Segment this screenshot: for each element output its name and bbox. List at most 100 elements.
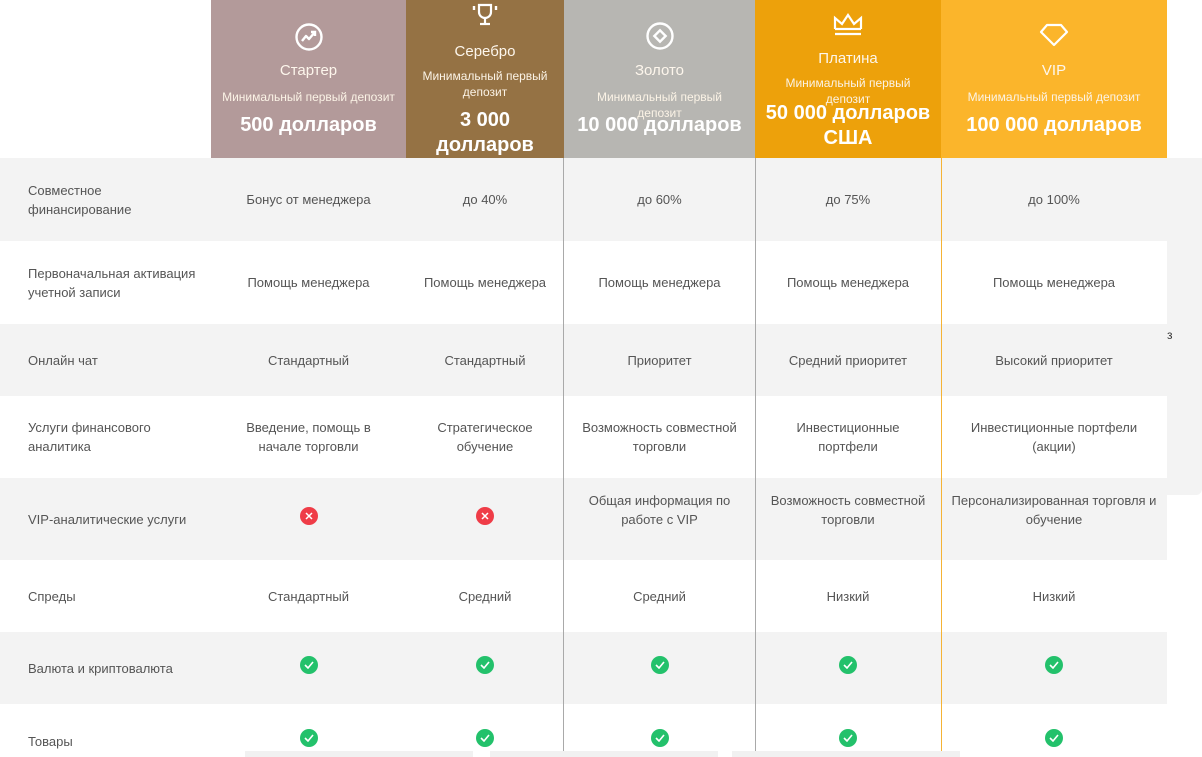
cell-silver bbox=[406, 704, 564, 757]
check-circle-icon bbox=[299, 729, 318, 747]
cell-platinum: Инвестиционные портфели bbox=[796, 420, 900, 454]
plan-amount: 500 долларов bbox=[240, 114, 377, 136]
x-circle-icon bbox=[476, 507, 494, 525]
cell-starter: Бонус от менеджера bbox=[246, 192, 371, 207]
feature-label: Валюта и криптовалюта bbox=[28, 660, 173, 676]
cell-starter bbox=[211, 478, 406, 560]
plan-min-deposit-label: Минимальный первый депозит bbox=[785, 76, 911, 106]
footer-strip bbox=[490, 751, 718, 757]
feature-label: Первоначальная активация учетной записи bbox=[28, 265, 196, 300]
column-divider bbox=[563, 158, 564, 751]
plan-header-silver[interactable]: Серебро Минимальный первый депозит 3 000… bbox=[406, 0, 564, 158]
cell-vip: Помощь менеджера bbox=[992, 275, 1116, 290]
cell-gold bbox=[564, 704, 755, 757]
feature-label: Совместное финансирование bbox=[28, 182, 132, 217]
feature-label: VIP-аналитические услуги bbox=[28, 511, 187, 527]
check-circle-icon bbox=[650, 656, 669, 674]
table-row-financial-analyst: Услуги финансового аналитика Введение, п… bbox=[0, 396, 1167, 478]
table-row-currency-crypto: Валюта и криптовалюта bbox=[0, 632, 1167, 704]
cell-starter: Стандартный bbox=[267, 352, 350, 368]
cell-gold: Общая информация по работе с VIP bbox=[588, 493, 731, 527]
cell-gold: Средний bbox=[633, 588, 686, 604]
cell-vip bbox=[941, 632, 1167, 704]
x-circle-icon bbox=[299, 507, 318, 525]
check-circle-icon bbox=[839, 656, 857, 674]
plan-amount: 3 000 долларов bbox=[436, 109, 534, 156]
cell-silver bbox=[406, 632, 564, 704]
plan-min-deposit-label: Минимальный первый депозит bbox=[422, 69, 548, 99]
plan-min-deposit-label: Минимальный первый депозит bbox=[967, 90, 1141, 104]
cell-platinum: Возможность совместной торговли bbox=[770, 493, 926, 527]
diamond-icon bbox=[1039, 23, 1069, 52]
cell-platinum: Помощь менеджера bbox=[786, 275, 910, 290]
plan-header-gold[interactable]: Золото Минимальный первый депозит 10 000… bbox=[564, 0, 755, 158]
cell-vip: Высокий приоритет bbox=[995, 352, 1113, 368]
cell-starter: Введение, помощь в начале торговли bbox=[246, 420, 371, 454]
feature-label: Онлайн чат bbox=[28, 352, 98, 368]
feature-label: Товары bbox=[28, 734, 73, 749]
column-divider bbox=[941, 158, 942, 751]
cell-gold: Приоритет bbox=[627, 352, 692, 368]
plan-amount: 50 000 долларов США bbox=[765, 102, 931, 149]
feature-label: Спреды bbox=[28, 588, 76, 604]
table-row-co-financing: Совместное финансирование Бонус от менед… bbox=[0, 158, 1167, 241]
table-row-online-chat: Онлайн чат Стандартный Стандартный Приор… bbox=[0, 324, 1167, 396]
cell-starter: Помощь менеджера bbox=[247, 275, 370, 290]
plan-amount: 10 000 долларов bbox=[577, 114, 742, 136]
cell-silver: до 40% bbox=[462, 192, 508, 207]
plan-name: Платина bbox=[818, 50, 878, 67]
cell-vip: до 100% bbox=[1028, 192, 1080, 207]
cell-gold: до 60% bbox=[637, 192, 682, 207]
cell-vip: Низкий bbox=[1032, 588, 1076, 604]
cell-platinum bbox=[755, 632, 941, 704]
cell-silver: Помощь менеджера bbox=[423, 275, 547, 290]
plan-name: Золото bbox=[634, 62, 685, 79]
footer-strip bbox=[245, 751, 473, 757]
stray-text: з bbox=[1167, 328, 1173, 342]
plan-name: Стартер bbox=[279, 62, 338, 79]
feature-label: Услуги финансового аналитика bbox=[28, 420, 151, 454]
trending-up-icon bbox=[294, 22, 324, 57]
column-divider bbox=[755, 158, 756, 751]
cell-platinum: Средний приоритет bbox=[788, 352, 908, 368]
footer-strip bbox=[732, 751, 960, 757]
table-row-spreads: Спреды Стандартный Средний Средний Низки… bbox=[0, 560, 1167, 632]
cell-platinum: Низкий bbox=[826, 588, 870, 604]
coin-icon bbox=[645, 21, 675, 56]
cell-platinum: до 75% bbox=[825, 192, 871, 207]
check-circle-icon bbox=[299, 656, 318, 674]
crown-icon bbox=[832, 11, 864, 42]
plan-min-deposit-label: Минимальный первый депозит bbox=[596, 90, 723, 120]
cell-silver bbox=[406, 478, 564, 560]
plan-header-platinum[interactable]: Платина Минимальный первый депозит 50 00… bbox=[755, 0, 941, 158]
table-row-account-activation: Первоначальная активация учетной записи … bbox=[0, 241, 1167, 324]
cell-silver: Стандартный bbox=[444, 352, 526, 368]
table-row-vip-analytics: VIP-аналитические услуги Общая информаци… bbox=[0, 478, 1167, 560]
table-row-commodities: Товары bbox=[0, 704, 1167, 757]
cell-vip: Инвестиционные портфели (акции) bbox=[970, 420, 1138, 454]
plan-name: Серебро bbox=[454, 43, 516, 60]
cell-starter bbox=[211, 704, 406, 757]
cell-platinum bbox=[755, 704, 941, 757]
plan-header-starter[interactable]: Стартер Минимальный первый депозит 500 д… bbox=[211, 0, 406, 158]
cell-silver: Стратегическое обучение bbox=[437, 420, 533, 454]
cell-vip bbox=[941, 704, 1167, 757]
plan-amount: 100 000 долларов bbox=[966, 114, 1142, 136]
check-circle-icon bbox=[476, 656, 494, 674]
cell-gold: Возможность совместной торговли bbox=[582, 420, 737, 454]
cell-silver: Средний bbox=[458, 588, 512, 604]
side-panel: з bbox=[1167, 158, 1202, 495]
cell-starter bbox=[211, 632, 406, 704]
check-circle-icon bbox=[1045, 656, 1063, 674]
check-circle-icon bbox=[476, 729, 494, 747]
trophy-icon bbox=[471, 3, 499, 32]
check-circle-icon bbox=[650, 729, 669, 747]
plan-header-vip[interactable]: VIP Минимальный первый депозит 100 000 д… bbox=[941, 0, 1167, 158]
cell-gold bbox=[564, 632, 755, 704]
check-circle-icon bbox=[839, 729, 857, 747]
cell-vip: Персонализированная торговля и обучение bbox=[951, 493, 1157, 527]
plan-header-row: Стартер Минимальный первый депозит 500 д… bbox=[0, 0, 1167, 158]
cell-gold: Помощь менеджера bbox=[598, 275, 721, 290]
plan-name: VIP bbox=[1041, 62, 1067, 79]
cell-starter: Стандартный bbox=[267, 588, 350, 604]
